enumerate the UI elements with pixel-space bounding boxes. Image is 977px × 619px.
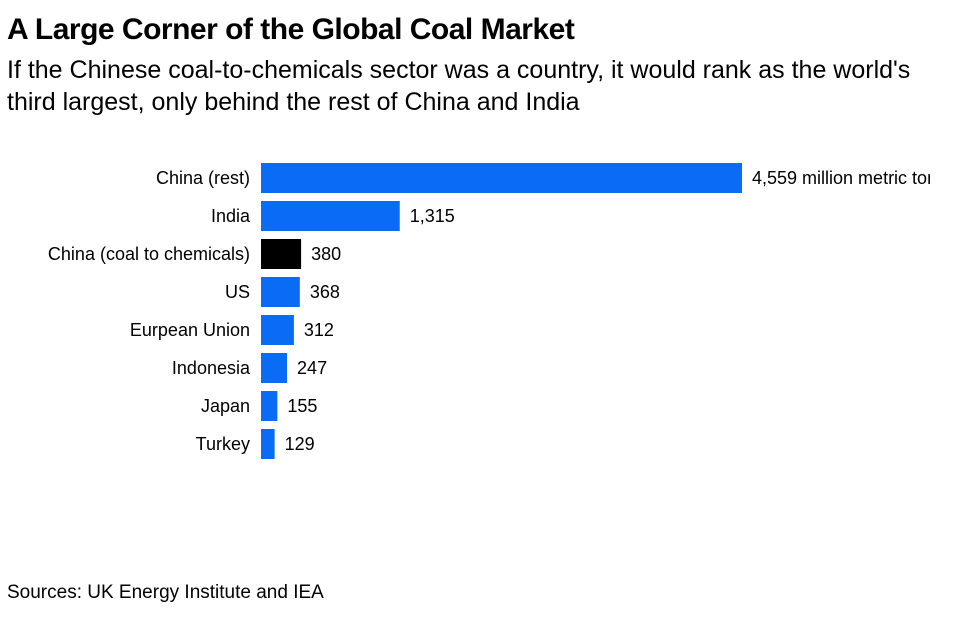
- value-label: 1,315: [410, 206, 455, 226]
- bar: [261, 239, 302, 269]
- category-label: Japan: [201, 396, 250, 416]
- bar: [261, 163, 742, 193]
- bar: [261, 201, 400, 231]
- value-label: 380: [311, 244, 341, 264]
- page-subtitle: If the Chinese coal-to-chemicals sector …: [7, 56, 911, 116]
- bar: [261, 277, 300, 307]
- value-label: 155: [287, 396, 317, 416]
- page-title: A Large Corner of the Global Coal Market: [7, 13, 575, 46]
- value-label: 247: [297, 358, 327, 378]
- category-label: China (coal to chemicals): [48, 244, 250, 264]
- bar: [261, 353, 288, 383]
- category-label: India: [211, 206, 251, 226]
- bar-chart: China (rest) 4,559 million metric tons Ind…: [48, 163, 940, 459]
- source-note: Sources: UK Energy Institute and IEA: [7, 582, 324, 603]
- value-label: 312: [304, 320, 334, 340]
- value-label: 4,559 million metric tons: [752, 168, 940, 188]
- category-label: China (rest): [156, 168, 250, 188]
- category-label: Eurpean Union: [130, 320, 250, 340]
- value-label: 368: [310, 282, 340, 302]
- bar: [261, 429, 275, 459]
- bar: [261, 391, 278, 421]
- value-label: 129: [285, 434, 315, 454]
- bar: [261, 315, 294, 345]
- category-label: Indonesia: [172, 358, 251, 378]
- category-label: Turkey: [196, 434, 250, 454]
- category-label: US: [225, 282, 250, 302]
